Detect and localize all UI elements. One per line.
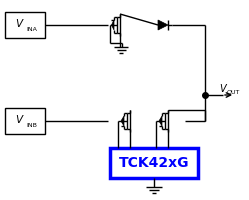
Text: INB: INB [27, 123, 38, 128]
Text: INA: INA [27, 27, 38, 32]
FancyBboxPatch shape [5, 108, 45, 134]
Text: $V$: $V$ [15, 113, 25, 125]
Polygon shape [159, 116, 162, 126]
FancyBboxPatch shape [110, 148, 198, 178]
Polygon shape [158, 20, 168, 30]
Text: $V$: $V$ [15, 17, 25, 29]
Text: OUT: OUT [227, 90, 240, 95]
Text: $V$: $V$ [219, 82, 228, 94]
Polygon shape [121, 116, 124, 126]
FancyBboxPatch shape [5, 12, 45, 38]
Text: TCK42xG: TCK42xG [119, 156, 189, 170]
Polygon shape [112, 20, 114, 30]
